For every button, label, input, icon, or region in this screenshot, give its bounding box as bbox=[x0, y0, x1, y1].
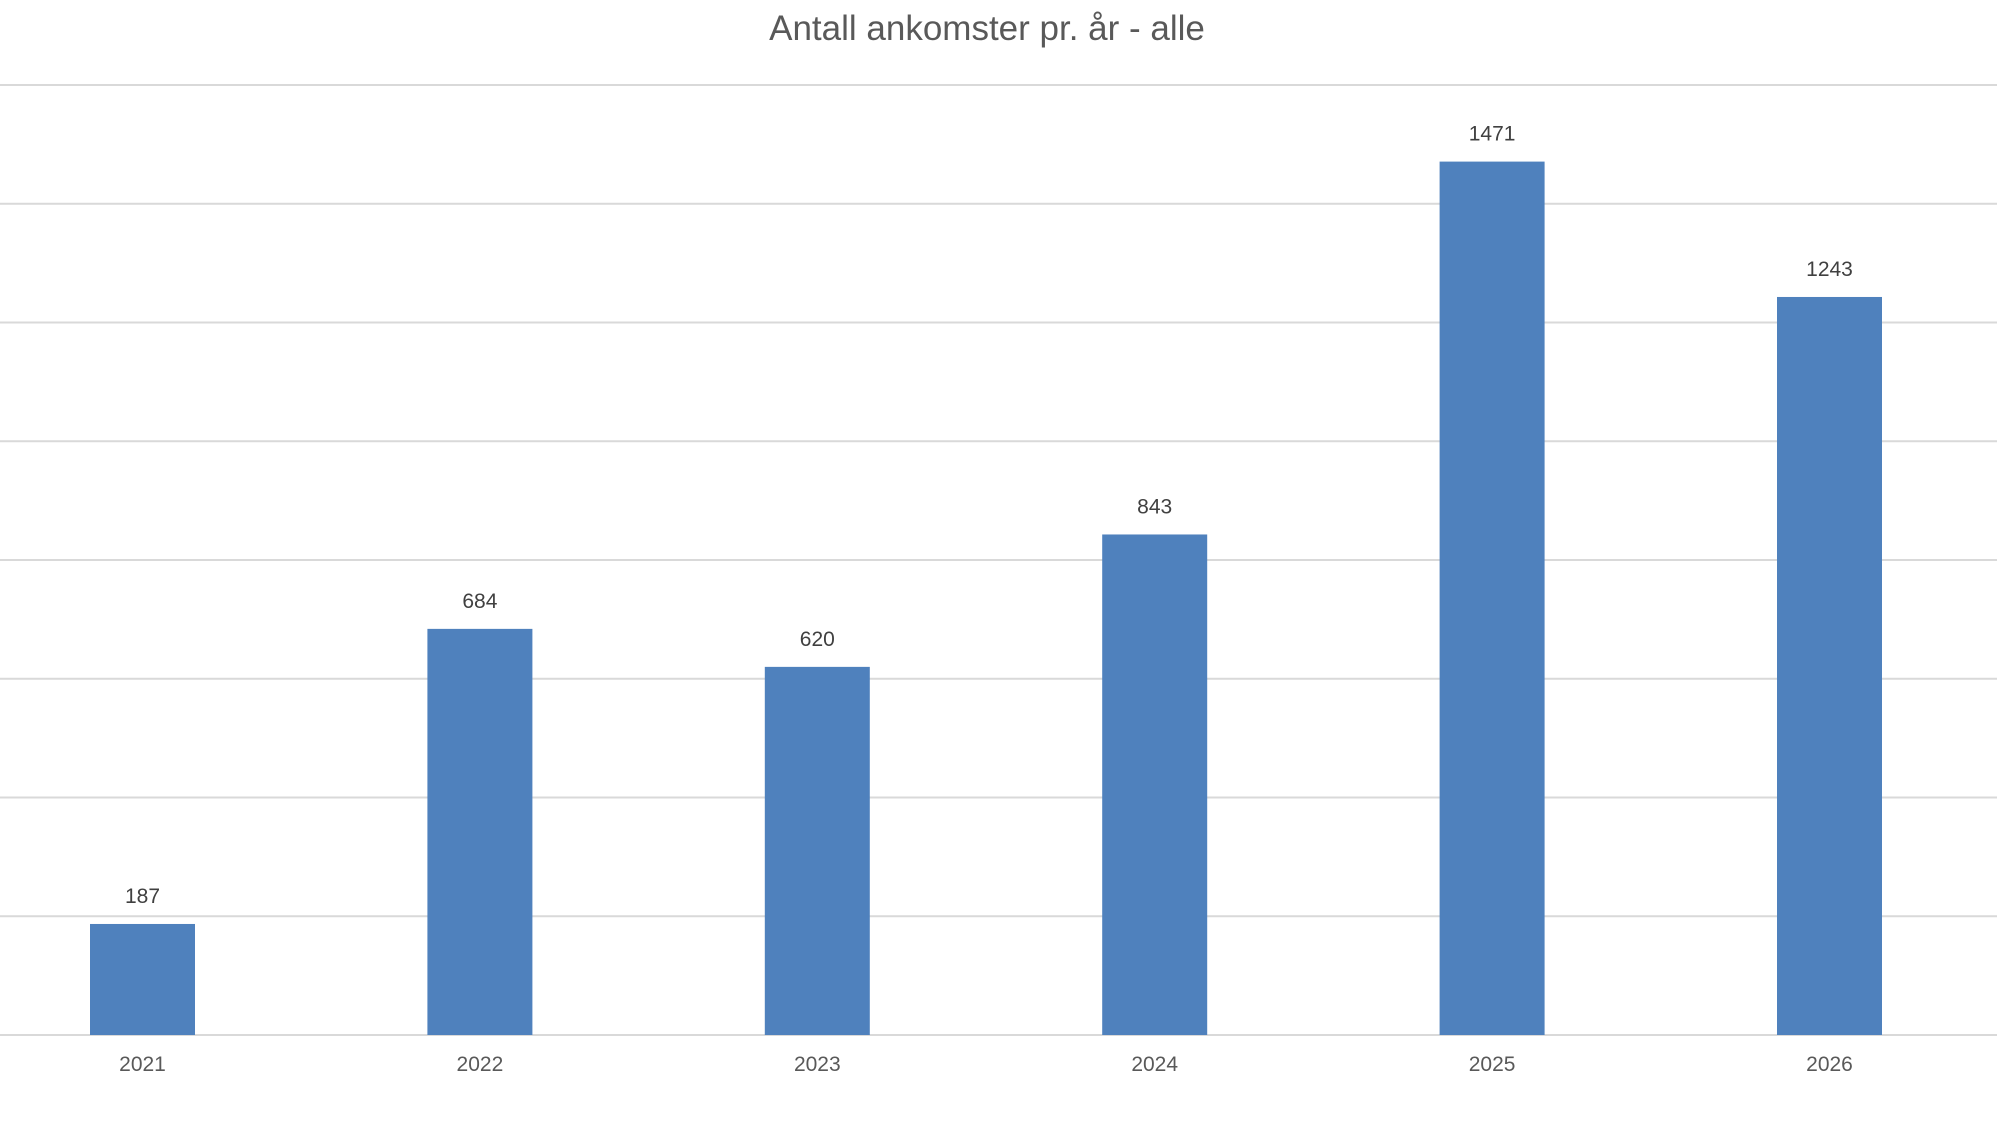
data-label-2023: 620 bbox=[800, 628, 835, 651]
data-label-2025: 1471 bbox=[1469, 123, 1516, 146]
gridlines bbox=[0, 84, 1997, 1036]
bar-2021 bbox=[90, 923, 195, 1035]
bar-2025 bbox=[1439, 161, 1545, 1035]
bar-2022 bbox=[427, 628, 533, 1035]
data-label-2022: 684 bbox=[462, 590, 497, 613]
chart-title: Antall ankomster pr. år - alle bbox=[769, 9, 1205, 48]
x-tick-label-2024: 2024 bbox=[1131, 1053, 1178, 1076]
x-tick-label-2025: 2025 bbox=[1469, 1053, 1516, 1076]
bar-2026 bbox=[1777, 296, 1882, 1035]
x-tick-label-2021: 2021 bbox=[119, 1053, 166, 1076]
x-axis-tick-labels: 2021 2022 2023 2024 2025 2026 bbox=[119, 1053, 1853, 1076]
x-tick-label-2026: 2026 bbox=[1806, 1053, 1853, 1076]
data-label-2021: 187 bbox=[125, 885, 160, 908]
bar-2023 bbox=[764, 666, 870, 1035]
x-tick-label-2022: 2022 bbox=[457, 1053, 504, 1076]
bars bbox=[90, 161, 1882, 1035]
data-label-2026: 1243 bbox=[1806, 258, 1853, 281]
data-labels: 187 684 620 843 1471 1243 bbox=[125, 123, 1853, 908]
data-label-2024: 843 bbox=[1137, 495, 1172, 518]
bar-2024 bbox=[1102, 534, 1208, 1035]
x-tick-label-2023: 2023 bbox=[794, 1053, 841, 1076]
